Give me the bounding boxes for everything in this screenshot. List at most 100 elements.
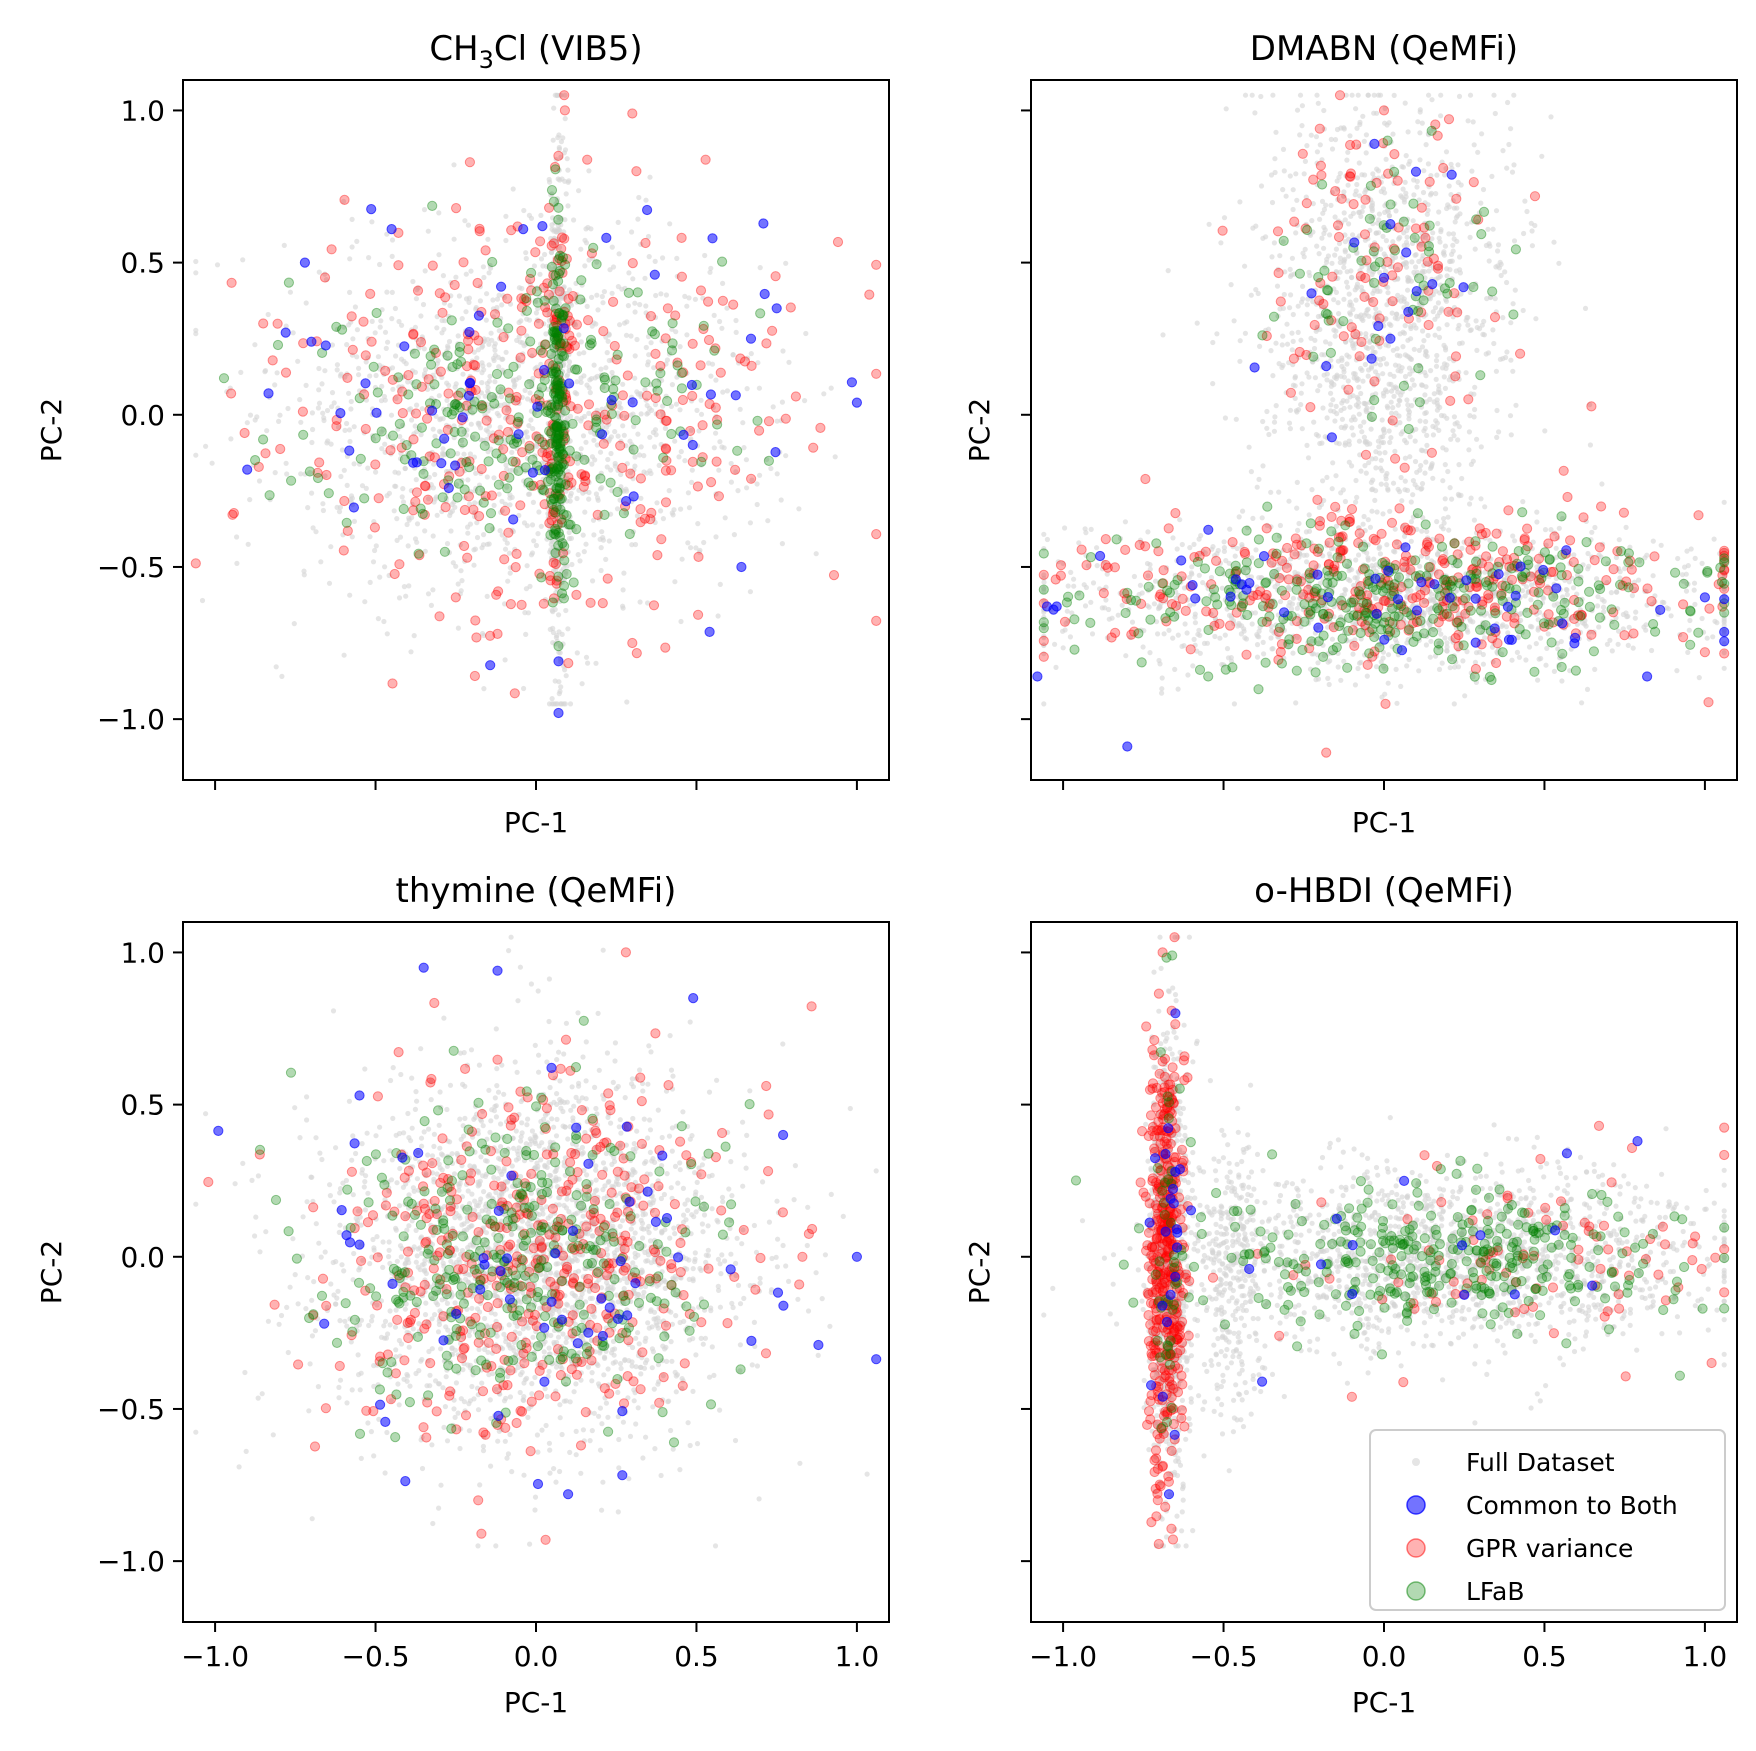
point-full [1463, 623, 1469, 629]
point-lfab [552, 422, 563, 433]
point-full [480, 542, 487, 548]
point-full [265, 311, 271, 318]
point-full [560, 351, 566, 357]
point-full [1296, 601, 1302, 607]
point-gpr [871, 615, 882, 627]
point-lfab [540, 339, 551, 350]
point-full [560, 135, 566, 141]
point-full [589, 424, 595, 430]
point-full [669, 326, 675, 332]
point-full [1117, 590, 1123, 596]
point-full [574, 495, 580, 502]
point-full [561, 338, 567, 344]
point-full [1419, 344, 1426, 350]
point-gpr [423, 374, 434, 385]
point-gpr [370, 459, 381, 470]
point-full [444, 380, 450, 386]
point-full [1320, 405, 1326, 411]
point-full [609, 488, 615, 494]
point-full [224, 389, 230, 395]
point-full [1622, 566, 1628, 572]
point-full [543, 404, 549, 410]
point-full [1268, 172, 1275, 178]
point-lfab [548, 493, 559, 505]
point-full [1478, 444, 1484, 450]
point-gpr [516, 325, 527, 336]
point-full [507, 467, 513, 474]
point-full [586, 168, 592, 174]
point-full [580, 532, 586, 538]
point-full [1352, 192, 1358, 198]
point-full [1721, 665, 1727, 671]
point-full [684, 332, 690, 338]
point-full [1395, 276, 1401, 282]
point-lfab [561, 510, 572, 521]
point-full [1350, 306, 1356, 312]
point-full [455, 625, 461, 631]
point-full [1369, 456, 1375, 462]
point-lfab [545, 529, 556, 541]
point-full [285, 405, 291, 412]
point-full [582, 454, 588, 460]
point-common [686, 379, 698, 391]
point-gpr [590, 410, 602, 421]
point-gpr [521, 296, 532, 307]
point-lfab [556, 478, 567, 489]
point-full [1382, 691, 1388, 697]
point-full [638, 392, 644, 398]
point-full [754, 501, 760, 508]
point-full [1305, 640, 1311, 646]
point-full [1141, 628, 1147, 634]
point-gpr [511, 391, 522, 403]
point-full [556, 167, 562, 173]
point-full [1354, 494, 1360, 500]
point-full [1309, 359, 1315, 365]
point-full [1271, 419, 1278, 425]
point-gpr [598, 438, 609, 449]
point-full [581, 373, 587, 379]
point-full [459, 438, 465, 444]
point-full [1444, 603, 1451, 609]
point-full [622, 320, 628, 326]
point-full [643, 197, 649, 203]
point-gpr [548, 420, 559, 431]
point-full [388, 412, 395, 418]
point-full [549, 484, 555, 490]
point-full [744, 386, 750, 392]
point-full [560, 305, 566, 311]
point-full [340, 532, 346, 538]
point-full [405, 543, 411, 549]
point-lfab [446, 409, 457, 420]
point-full [1166, 627, 1172, 633]
point-lfab [538, 485, 550, 496]
point-full [553, 265, 559, 271]
point-gpr [560, 389, 571, 400]
point-full [1350, 232, 1356, 238]
point-full [1407, 158, 1413, 164]
point-full [1363, 407, 1369, 413]
point-gpr [427, 260, 438, 271]
point-full [754, 481, 760, 487]
point-gpr [697, 452, 708, 463]
point-full [1470, 458, 1476, 464]
point-full [329, 390, 336, 396]
point-full [1317, 216, 1323, 222]
point-full [1280, 333, 1286, 339]
point-full [1460, 658, 1466, 664]
point-full [1592, 666, 1598, 673]
point-full [425, 228, 431, 234]
point-full [1456, 376, 1462, 382]
point-full [1548, 114, 1554, 120]
point-full [193, 452, 199, 458]
point-full [641, 469, 647, 475]
point-full [1438, 631, 1444, 637]
point-full [628, 333, 634, 339]
point-full [1456, 369, 1462, 375]
point-gpr [326, 244, 337, 255]
point-full [583, 541, 589, 547]
point-full [441, 300, 447, 306]
point-full [1425, 202, 1431, 208]
point-full [1362, 361, 1368, 368]
point-common [513, 429, 524, 440]
point-lfab [525, 336, 536, 347]
